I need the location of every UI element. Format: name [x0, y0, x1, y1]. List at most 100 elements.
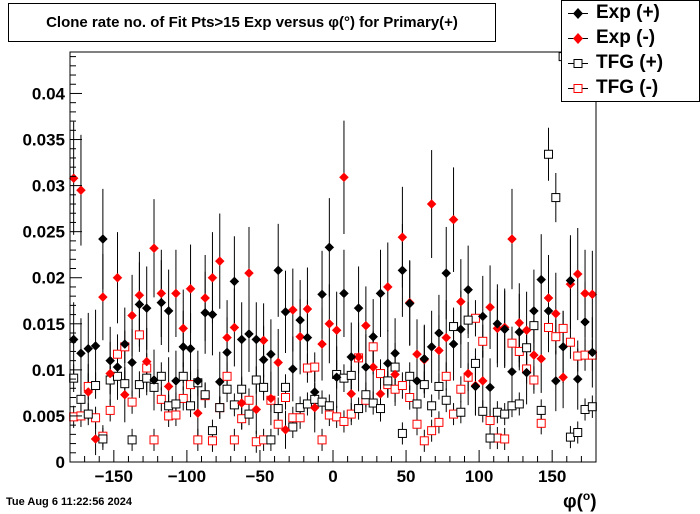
- point-exp: [455, 324, 466, 335]
- point-tfg: [434, 417, 444, 427]
- point-tfg: [500, 434, 510, 444]
- point-tfg: [76, 394, 86, 404]
- legend-marker-exp-plus: [568, 8, 588, 19]
- point-tfg: [69, 373, 79, 383]
- point-exp: [207, 309, 218, 320]
- point-exp: [580, 317, 590, 327]
- x-axis-open-paren: (: [576, 491, 583, 513]
- point-exp: [68, 173, 79, 184]
- point-exp: [587, 289, 598, 300]
- point-tfg: [397, 428, 407, 438]
- y-tick-label: 0.025: [22, 223, 65, 242]
- point-tfg: [237, 414, 247, 424]
- point-tfg: [434, 381, 444, 391]
- point-exp: [258, 335, 269, 346]
- point-exp: [368, 331, 379, 342]
- point-exp: [514, 318, 525, 328]
- point-exp: [76, 185, 86, 196]
- point-exp: [434, 345, 444, 356]
- point-tfg: [346, 409, 356, 419]
- y-tick-label: 0.015: [22, 315, 65, 334]
- point-tfg: [478, 406, 488, 416]
- point-tfg: [507, 338, 517, 348]
- point-tfg: [332, 412, 342, 422]
- point-tfg: [178, 393, 188, 403]
- x-axis-title: φ(o): [563, 489, 597, 513]
- y-tick-label: 0.035: [22, 131, 65, 150]
- point-exp: [192, 376, 203, 386]
- point-tfg: [317, 435, 327, 445]
- point-exp: [156, 288, 167, 299]
- point-tfg: [551, 193, 561, 203]
- point-exp: [98, 234, 108, 244]
- error-bars: [73, 52, 593, 456]
- x-tick-label: −50: [246, 467, 275, 486]
- point-exp: [412, 376, 422, 386]
- point-exp: [492, 318, 503, 329]
- point-tfg: [266, 435, 276, 445]
- point-exp: [222, 347, 232, 358]
- point-exp: [309, 402, 320, 413]
- point-tfg: [339, 416, 349, 426]
- point-tfg: [368, 398, 378, 408]
- point-tfg: [470, 358, 480, 368]
- point-exp: [558, 372, 568, 383]
- point-tfg: [507, 401, 517, 411]
- point-exp: [127, 310, 137, 321]
- y-tick-label: 0.03: [32, 177, 65, 196]
- point-exp: [463, 284, 474, 295]
- point-exp: [441, 332, 452, 343]
- point-exp: [375, 288, 386, 299]
- point-tfg: [295, 403, 305, 413]
- point-tfg: [207, 436, 217, 446]
- point-exp: [280, 424, 291, 435]
- point-tfg: [193, 435, 203, 445]
- point-tfg: [317, 397, 327, 407]
- point-exp: [185, 343, 196, 354]
- point-tfg: [215, 403, 225, 413]
- point-exp: [324, 242, 335, 253]
- point-exp: [375, 388, 386, 399]
- point-tfg: [449, 409, 459, 419]
- x-axis-unit: o: [582, 489, 591, 503]
- x-axis-symbol: φ: [563, 491, 577, 513]
- point-tfg: [251, 375, 261, 385]
- point-exp: [200, 307, 211, 318]
- point-exp: [98, 292, 108, 302]
- point-tfg: [361, 390, 371, 400]
- legend-entry-exp-plus: Exp (+): [562, 1, 700, 26]
- point-exp: [141, 356, 152, 367]
- point-tfg: [127, 435, 137, 445]
- point-tfg: [529, 375, 539, 385]
- point-exp: [339, 172, 349, 183]
- point-exp: [251, 334, 262, 345]
- point-tfg: [456, 407, 466, 417]
- legend: Exp (+) Exp (-) TFG (+) TFG (-): [561, 0, 700, 102]
- point-tfg: [281, 393, 291, 403]
- point-tfg: [127, 397, 137, 407]
- point-tfg: [573, 428, 583, 438]
- point-tfg: [273, 419, 283, 429]
- point-tfg: [536, 405, 546, 415]
- y-tick-label: 0.005: [22, 407, 65, 426]
- point-exp: [105, 368, 116, 379]
- point-tfg: [427, 401, 437, 411]
- y-axis: 0 0.005 0.01 0.015 0.02 0.025 0.03 0.035 0.04: [22, 56, 82, 472]
- point-exp: [90, 434, 101, 444]
- point-exp: [119, 339, 130, 349]
- point-tfg: [580, 404, 590, 414]
- point-tfg: [156, 371, 166, 381]
- point-tfg: [514, 399, 524, 409]
- point-tfg: [302, 363, 312, 373]
- point-exp: [529, 306, 539, 316]
- point-exp: [331, 325, 342, 336]
- point-tfg: [405, 393, 415, 403]
- y-tick-label: 0: [56, 453, 65, 472]
- legend-label-exp-minus: Exp (-): [596, 27, 656, 48]
- point-tfg: [288, 413, 298, 423]
- legend-label-exp-plus: Exp (+): [596, 2, 660, 23]
- point-exp: [434, 328, 444, 338]
- point-tfg: [186, 380, 196, 390]
- point-exp: [171, 288, 181, 299]
